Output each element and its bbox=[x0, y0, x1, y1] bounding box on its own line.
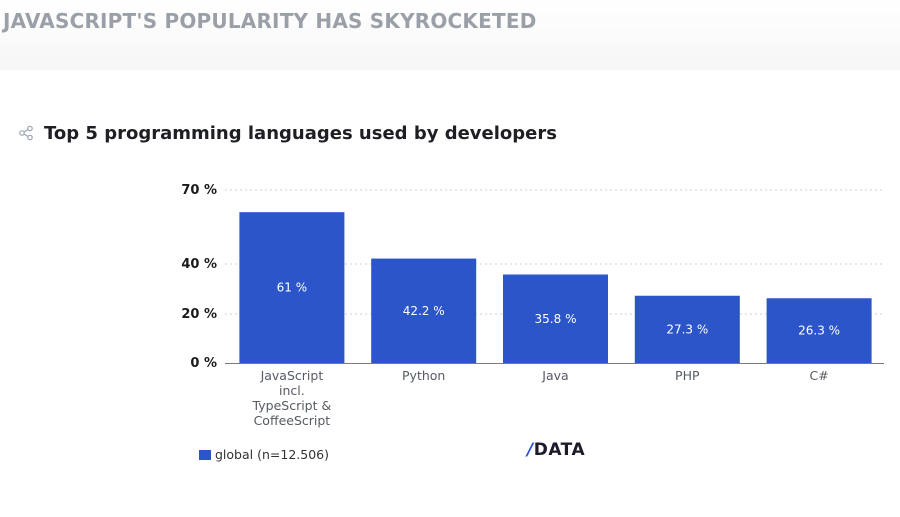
x-tick-label: TypeScript & bbox=[252, 398, 332, 413]
data-label: 26.3 % bbox=[798, 324, 840, 338]
chart-title: Top 5 programming languages used by deve… bbox=[44, 122, 557, 144]
bar bbox=[371, 258, 477, 363]
chart-title-row: Top 5 programming languages used by deve… bbox=[18, 120, 557, 146]
legend-label: global (n=12.506) bbox=[215, 447, 329, 462]
bar bbox=[766, 298, 872, 363]
logo-text: DATA bbox=[533, 440, 586, 460]
header-band bbox=[0, 0, 900, 70]
x-tick-label: Python bbox=[402, 368, 445, 383]
y-tick-label: 20 % bbox=[181, 307, 217, 322]
logo-slash: / bbox=[527, 440, 534, 460]
x-tick-label: Java bbox=[541, 368, 568, 383]
share-icon[interactable] bbox=[18, 125, 34, 141]
y-tick-label: 40 % bbox=[181, 257, 217, 272]
y-tick-label: 0 % bbox=[190, 356, 217, 371]
bar bbox=[239, 212, 345, 363]
data-label: 42.2 % bbox=[403, 304, 445, 318]
legend-swatch bbox=[199, 449, 211, 460]
bar bbox=[634, 295, 740, 363]
legend[interactable]: global (n=12.506) bbox=[199, 447, 329, 462]
x-tick-label: CoffeeScript bbox=[254, 413, 331, 428]
x-tick-label: incl. bbox=[279, 383, 305, 398]
x-tick-label: PHP bbox=[675, 368, 700, 383]
data-logo: /DATA bbox=[527, 440, 585, 460]
data-label: 35.8 % bbox=[535, 312, 577, 326]
y-tick-label: 70 % bbox=[181, 183, 217, 198]
bar bbox=[503, 274, 608, 363]
x-tick-label: C# bbox=[809, 368, 828, 383]
page-headline: JAVASCRIPT'S POPULARITY HAS SKYROCKETED bbox=[3, 9, 537, 33]
x-tick-label: JavaScript bbox=[260, 368, 324, 383]
data-label: 61 % bbox=[277, 281, 308, 295]
data-label: 27.3 % bbox=[666, 322, 708, 336]
